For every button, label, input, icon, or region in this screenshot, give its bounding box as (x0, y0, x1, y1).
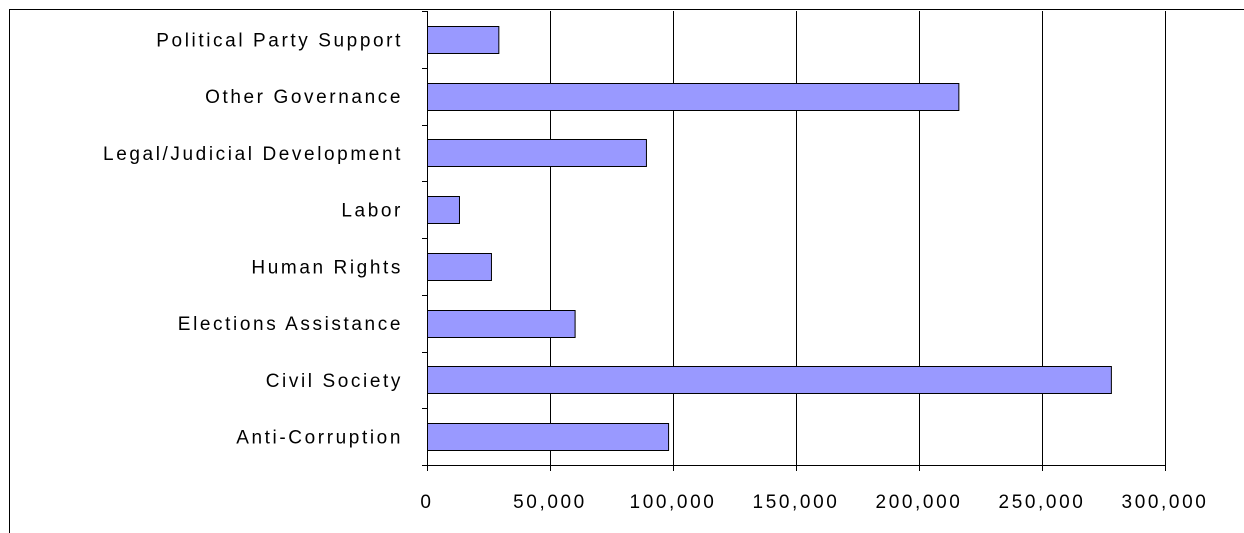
category-label-3: Labor (341, 201, 403, 222)
x-tick-label-5: 250,000 (999, 492, 1086, 513)
category-label-5: Elections Assistance (178, 314, 403, 335)
x-tick-label-1: 50,000 (513, 492, 587, 513)
x-tick-label-4: 200,000 (876, 492, 963, 513)
category-label-7: Anti-Corruption (236, 428, 403, 449)
bar-7 (427, 423, 670, 451)
category-label-1: Other Governance (205, 87, 403, 108)
bar-3 (427, 196, 460, 224)
x-tick-label-2: 100,000 (630, 492, 717, 513)
bar-2 (427, 139, 647, 167)
x-tick-label-3: 150,000 (753, 492, 840, 513)
category-label-2: Legal/Judicial Development (103, 144, 403, 165)
chart-area-border (9, 9, 1244, 533)
bar-5 (427, 310, 576, 338)
x-tick-label-6: 300,000 (1122, 492, 1209, 513)
category-label-6: Civil Society (266, 371, 403, 392)
bar-4 (427, 253, 492, 281)
category-label-0: Political Party Support (156, 30, 403, 51)
bar-6 (427, 366, 1112, 394)
category-label-4: Human Rights (251, 257, 403, 278)
x-tick-label-0: 0 (420, 492, 433, 513)
bar-1 (427, 83, 960, 111)
bar-0 (427, 26, 500, 54)
